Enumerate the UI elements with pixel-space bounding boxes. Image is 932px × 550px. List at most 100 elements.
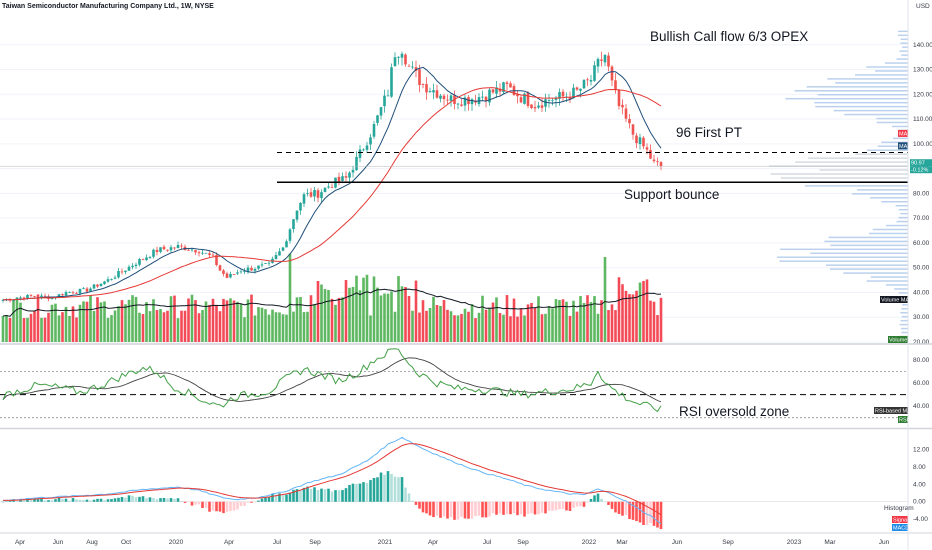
volume-bar bbox=[446, 309, 449, 342]
volume-bar bbox=[152, 299, 155, 342]
candle-body bbox=[456, 103, 460, 105]
macd-histogram-bar bbox=[327, 488, 330, 502]
volume-bar bbox=[488, 308, 491, 342]
volume-profile-row bbox=[815, 105, 908, 108]
tag-last-pct: -0.12% bbox=[911, 168, 929, 174]
candle-body bbox=[537, 105, 540, 108]
tag-rsi-ma-bg bbox=[874, 407, 908, 414]
volume-profile-row bbox=[794, 90, 908, 92]
volume-bar bbox=[85, 301, 89, 342]
macd-histogram-bar bbox=[15, 501, 19, 502]
volume-bar bbox=[344, 280, 348, 342]
candle-body bbox=[442, 95, 446, 100]
volume-bar bbox=[22, 318, 26, 342]
candle-body bbox=[621, 104, 624, 108]
macd-histogram-bar bbox=[533, 501, 537, 515]
macd-histogram-bar bbox=[124, 497, 127, 502]
macd-histogram-bar bbox=[138, 496, 141, 502]
macd-histogram-bar bbox=[498, 501, 502, 514]
macd-histogram-bar bbox=[393, 476, 397, 502]
candle-body bbox=[246, 267, 250, 272]
macd-histogram-bar bbox=[19, 499, 22, 502]
candle-body bbox=[201, 252, 204, 254]
volume-bar bbox=[610, 304, 614, 342]
macd-histogram-bar bbox=[449, 501, 453, 518]
price-tick-label-10: 40.00 bbox=[913, 289, 930, 296]
candle-body bbox=[208, 253, 211, 256]
volume-profile-row bbox=[896, 58, 908, 60]
volume-profile-row bbox=[885, 284, 908, 286]
volume-bar bbox=[439, 305, 442, 342]
volume-profile-row bbox=[828, 236, 908, 239]
volume-bar bbox=[218, 311, 222, 342]
tag-signal-bg bbox=[892, 516, 908, 523]
macd-histogram-bar bbox=[330, 491, 334, 502]
time-tick-label-13: Mar bbox=[616, 539, 628, 546]
volume-bar bbox=[250, 294, 253, 342]
macd-histogram-bar bbox=[99, 498, 103, 502]
macd-histogram-bar bbox=[299, 490, 302, 502]
volume-profile-row bbox=[876, 117, 908, 120]
volume-bar bbox=[159, 308, 162, 342]
candle-body bbox=[75, 292, 78, 294]
time-tick-label-12: 2022 bbox=[582, 539, 597, 546]
candle-body bbox=[568, 97, 572, 100]
macd-histogram-bar bbox=[610, 501, 614, 509]
macd-histogram-bar bbox=[320, 488, 323, 502]
candle-body bbox=[463, 97, 467, 106]
volume-bar bbox=[320, 284, 323, 342]
macd-histogram-bar bbox=[267, 497, 271, 502]
candle-body bbox=[344, 176, 348, 178]
candle-body bbox=[519, 97, 523, 103]
volume-bar bbox=[120, 300, 124, 342]
volume-bar bbox=[253, 315, 257, 342]
price-tick-label-4: 100.00 bbox=[913, 141, 932, 148]
volume-bar bbox=[8, 317, 12, 342]
volume-profile-row bbox=[872, 228, 908, 231]
candle-body bbox=[57, 294, 61, 297]
volume-profile-row bbox=[875, 70, 908, 72]
macd-histogram-bar bbox=[386, 471, 390, 502]
annotation-bullish: Bullish Call flow 6/3 OPEX bbox=[650, 29, 808, 44]
candle-body bbox=[278, 251, 281, 256]
volume-bar bbox=[530, 302, 533, 342]
volume-bar bbox=[460, 313, 463, 342]
candle-body bbox=[232, 274, 236, 275]
volume-bar bbox=[393, 311, 397, 342]
tag-ma-red-bg bbox=[898, 129, 908, 137]
volume-profile-row bbox=[844, 113, 908, 116]
volume-bar bbox=[351, 286, 355, 342]
volume-bar bbox=[68, 315, 71, 342]
macd-histogram-bar bbox=[57, 497, 61, 502]
volume-bar bbox=[211, 298, 215, 342]
candle-body bbox=[40, 295, 43, 298]
candle-body bbox=[250, 267, 253, 271]
volume-bar bbox=[302, 312, 306, 342]
macd-histogram-bar bbox=[407, 493, 411, 502]
volume-bar bbox=[330, 298, 334, 342]
macd-histogram-bar bbox=[652, 501, 656, 526]
volume-profile-row bbox=[829, 268, 908, 270]
volume-profile-row bbox=[898, 30, 908, 33]
volume-bar bbox=[467, 311, 470, 342]
volume-profile-row bbox=[827, 78, 908, 80]
candle-body bbox=[358, 149, 362, 158]
candle-body bbox=[589, 80, 593, 82]
macd-histogram-bar bbox=[442, 501, 446, 517]
volume-bar bbox=[537, 296, 540, 342]
volume-bar bbox=[229, 298, 232, 342]
volume-profile-row bbox=[876, 121, 908, 124]
candle-body bbox=[89, 288, 92, 292]
volume-bar bbox=[540, 314, 544, 342]
volume-bar bbox=[621, 284, 624, 342]
volume-bar bbox=[509, 316, 512, 342]
candle-body bbox=[215, 255, 218, 265]
volume-bar bbox=[386, 293, 390, 342]
macd-histogram-bar bbox=[519, 501, 523, 515]
candle-body bbox=[323, 187, 327, 193]
candle-body bbox=[638, 137, 642, 144]
volume-bar bbox=[533, 307, 537, 342]
volume-bars bbox=[1, 253, 663, 342]
volume-bar bbox=[463, 308, 467, 342]
